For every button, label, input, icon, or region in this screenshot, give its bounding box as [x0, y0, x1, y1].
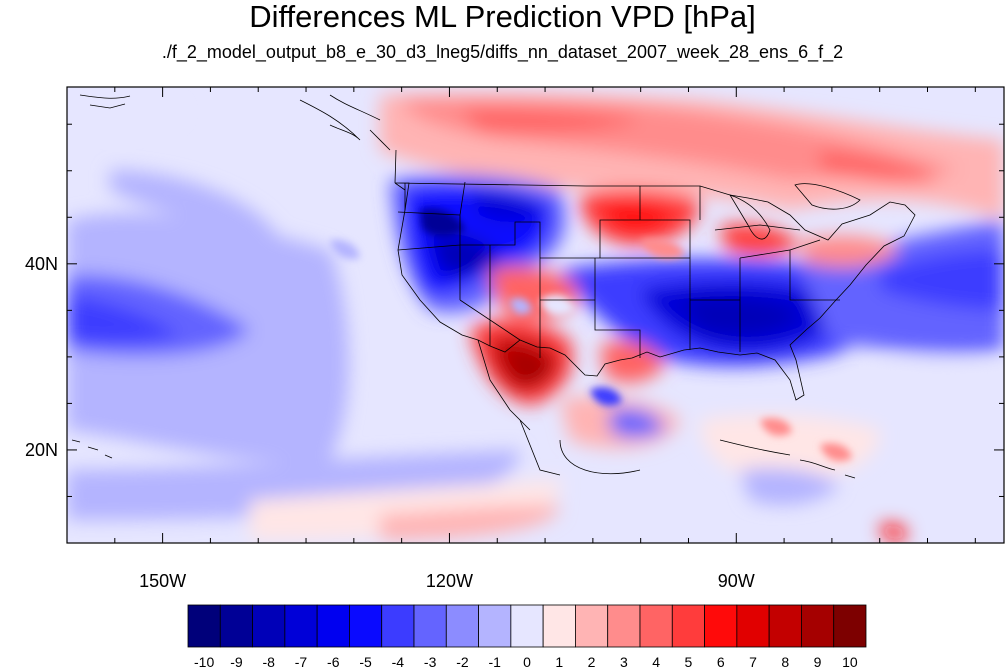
colorbar-label: 8: [781, 654, 789, 670]
colorbar-swatch: [575, 604, 609, 648]
map-axis-ticks: [67, 87, 1004, 543]
colorbar-label: 7: [749, 654, 757, 670]
colorbar-swatch: [316, 604, 350, 648]
colorbar-swatch: [252, 604, 286, 648]
difference-field-detail: [330, 208, 852, 462]
colorbar-swatch: [219, 604, 253, 648]
colorbar-label: -9: [230, 654, 243, 670]
colorbar-label: 3: [620, 654, 628, 670]
colorbar-swatch: [542, 604, 576, 648]
lon-tick-label: 150W: [139, 571, 186, 591]
lon-tick-label: 120W: [426, 571, 473, 591]
colorbar-swatch: [349, 604, 383, 648]
colorbar-swatch: [607, 604, 641, 648]
colorbar-label: 0: [523, 654, 531, 670]
map-frame: [66, 86, 1005, 544]
colorbar-label: -5: [359, 654, 372, 670]
lon-tick-label: 90W: [718, 571, 755, 591]
colorbar-label: 10: [842, 654, 858, 670]
colorbar-label: 2: [588, 654, 596, 670]
colorbar-swatch: [768, 604, 802, 648]
map-title: Differences ML Prediction VPD [hPa]: [249, 0, 756, 34]
colorbar-swatch: [736, 604, 770, 648]
colorbar-label: -4: [392, 654, 405, 670]
country-state-boundaries: [71, 94, 916, 479]
colorbar-swatch: [639, 604, 673, 648]
latitude-labels: 40N 20N: [25, 254, 58, 460]
colorbar-swatch: [704, 604, 738, 648]
colorbar-label: 6: [717, 654, 725, 670]
colorbar: [187, 604, 867, 648]
colorbar-label: 9: [814, 654, 822, 670]
colorbar-label: -10: [194, 654, 214, 670]
colorbar-labels: -10 -9 -8 -7 -6 -5 -4 -3 -2 -1 0 1 2 3 4 5 6 7 8 9 10: [194, 654, 858, 670]
colorbar-swatch: [413, 604, 447, 648]
colorbar-swatch: [833, 604, 867, 648]
colorbar-label: -7: [295, 654, 308, 670]
colorbar-swatch: [801, 604, 835, 648]
colorbar-swatch: [381, 604, 415, 648]
map-subtitle: ./f_2_model_output_b8_e_30_d3_lneg5/diff…: [161, 42, 844, 62]
map-plot-area: [67, 87, 1004, 543]
colorbar-swatch: [671, 604, 705, 648]
lat-tick-label: 20N: [25, 440, 58, 460]
colorbar-swatch: [478, 604, 512, 648]
colorbar-label: -1: [488, 654, 501, 670]
lat-tick-label: 40N: [25, 254, 58, 274]
colorbar-label: -6: [327, 654, 340, 670]
colorbar-swatch: [284, 604, 318, 648]
colorbar-label: -2: [456, 654, 469, 670]
colorbar-swatch: [445, 604, 479, 648]
colorbar-label: 4: [652, 654, 660, 670]
colorbar-swatch: [187, 604, 221, 648]
colorbar-label: 1: [555, 654, 563, 670]
longitude-labels: 150W 120W 90W: [139, 571, 755, 591]
colorbar-label: 5: [685, 654, 693, 670]
colorbar-label: -3: [424, 654, 437, 670]
colorbar-swatch: [510, 604, 544, 648]
colorbar-label: -8: [262, 654, 275, 670]
